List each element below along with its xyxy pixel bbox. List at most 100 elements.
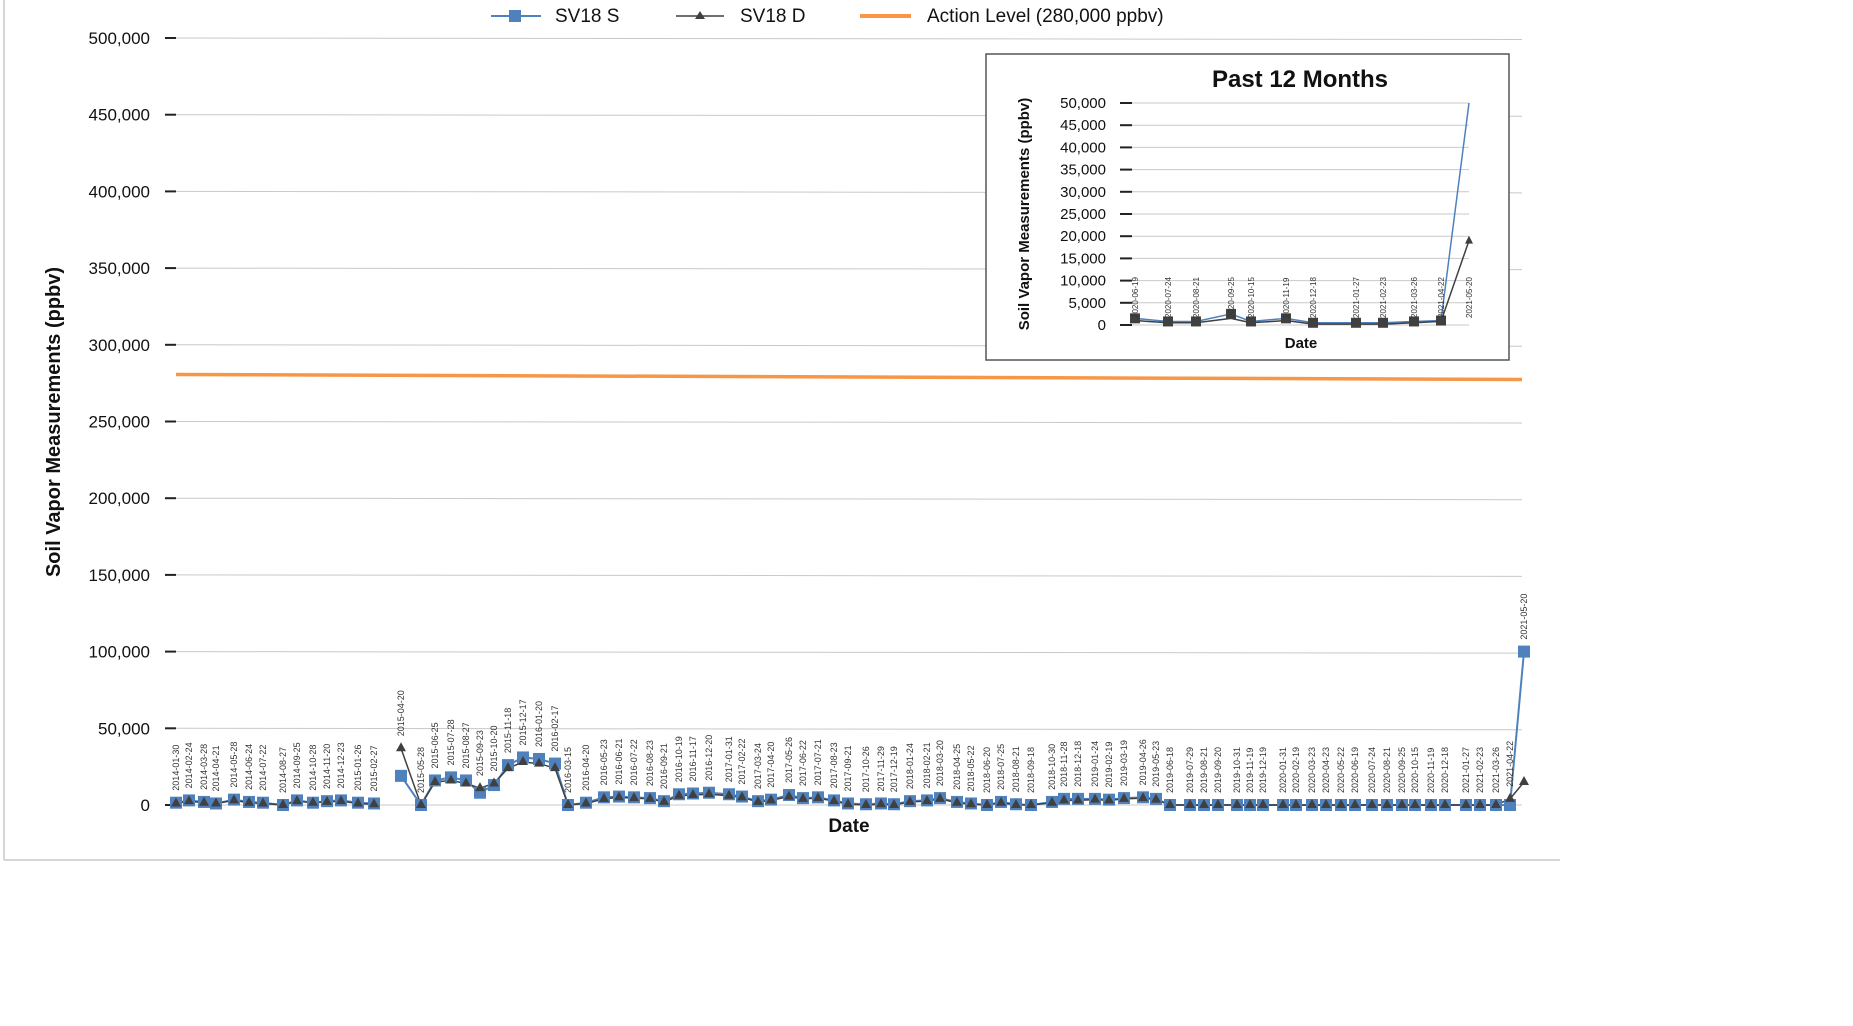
data-point-sv18-d xyxy=(211,797,221,807)
data-point-sv18-d xyxy=(1475,799,1485,808)
x-axis-label: Date xyxy=(828,816,869,837)
x-tick-label: 2019-04-26 xyxy=(1138,739,1148,785)
data-point-sv18-d xyxy=(534,757,544,767)
x-tick-label: 2014-06-24 xyxy=(244,744,254,790)
inset-x-tick-labels: 2020-06-19 2020-07-24 2020-08-21 2020-09-25… xyxy=(1131,277,1474,318)
x-tick-label: 2017-03-24 xyxy=(753,743,763,789)
y-tick-label: 350,000 xyxy=(89,259,150,278)
data-point-sv18-d xyxy=(258,797,268,807)
data-point-sv18-d xyxy=(416,799,426,808)
inset-y-axis-label: Soil Vapor Measurements (ppbv) xyxy=(1016,98,1033,331)
data-point-sv18-d xyxy=(475,782,485,792)
inset-x-tick-label: 2020-11-19 xyxy=(1282,277,1291,318)
x-tick-label: 2016-09-21 xyxy=(659,743,669,789)
x-tick-label: 2020-10-15 xyxy=(1410,747,1420,793)
data-point-sv18-d xyxy=(396,742,406,752)
x-tick-label: 2018-08-21 xyxy=(1011,746,1021,792)
data-point-sv18-d xyxy=(1185,799,1195,808)
data-point-sv18-d xyxy=(199,796,209,806)
y-tick-label: 300,000 xyxy=(89,336,150,355)
main-y-axis: 0 50,000 100,000 150,000 200,000 250,000 300,0… xyxy=(89,29,176,815)
inset-x-tick-label: 2020-07-24 xyxy=(1164,277,1173,318)
x-tick-label: 2016-11-17 xyxy=(688,736,698,781)
legend: SV18 S SV18 D Action Level (280,000 ppbv… xyxy=(491,6,1164,27)
inset-y-tick-label: 0 xyxy=(1098,317,1106,334)
legend-item-action-level: Action Level (280,000 ppbv) xyxy=(860,6,1164,27)
data-point-sv18-d xyxy=(1138,792,1148,802)
data-point-sv18-d xyxy=(813,792,823,802)
gridline-y xyxy=(175,651,1523,654)
data-point-sv18-d xyxy=(1321,799,1331,808)
inset-y-tick-label: 5,000 xyxy=(1068,295,1106,312)
y-tick-label: 250,000 xyxy=(89,413,150,432)
x-tick-label: 2019-01-24 xyxy=(1090,741,1100,787)
x-tick-label: 2017-04-20 xyxy=(766,742,776,788)
x-tick-label: 2014-03-28 xyxy=(199,744,209,790)
inset-y-tick-label: 40,000 xyxy=(1060,139,1106,156)
data-point-sv18-d xyxy=(1090,793,1100,803)
inset-x-tick-label: 2021-03-26 xyxy=(1410,277,1419,318)
x-tick-label: 2017-12-19 xyxy=(889,746,899,792)
x-tick-label: 2015-07-28 xyxy=(446,719,456,765)
x-tick-label: 2016-07-22 xyxy=(629,739,639,785)
data-point-sv18-d xyxy=(843,798,853,808)
x-tick-label: 2014-04-21 xyxy=(211,745,221,791)
data-point-sv18-d xyxy=(1119,792,1129,802)
data-point-sv18-d xyxy=(244,796,254,806)
inset-y-axis: 0 5,000 10,000 15,000 20,000 25,000 30,000 35,0… xyxy=(1060,95,1132,334)
data-point-sv18-d xyxy=(599,792,609,802)
data-point-sv18-d xyxy=(1336,799,1346,808)
data-point-sv18-d xyxy=(1367,799,1377,808)
legend-sv18-s-label: SV18 S xyxy=(555,6,619,27)
data-point-sv18-d xyxy=(292,795,302,805)
data-point-sv18-d xyxy=(766,794,776,804)
gridline-y xyxy=(175,574,1523,577)
x-tick-label: 2018-03-20 xyxy=(935,740,945,786)
x-tick-label: 2016-04-20 xyxy=(581,745,591,791)
gridline-y xyxy=(175,497,1523,501)
x-tick-label: 2019-11-19 xyxy=(1245,748,1255,793)
data-point-sv18-d xyxy=(905,795,915,805)
x-tick-label: 2014-07-22 xyxy=(258,745,268,791)
data-point-sv18-d xyxy=(278,799,288,808)
inset-data-point-sv18-s xyxy=(1130,313,1140,324)
gridline-y xyxy=(175,421,1523,424)
x-tick-label: 2016-01-20 xyxy=(534,701,544,747)
x-tick-label: 2017-07-21 xyxy=(813,739,823,785)
x-tick-label: 2017-02-22 xyxy=(737,739,747,785)
data-point-sv18-d xyxy=(966,798,976,808)
x-tick-label: 2019-02-19 xyxy=(1104,742,1114,788)
inset-data-point-sv18-s xyxy=(1378,317,1388,328)
data-point-sv18-d xyxy=(876,798,886,808)
inset-title: Past 12 Months xyxy=(1212,66,1388,93)
x-tick-label: 2020-04-23 xyxy=(1321,747,1331,793)
x-tick-label: 2017-11-29 xyxy=(876,746,886,791)
data-point-sv18-d xyxy=(322,795,332,805)
inset-data-point-sv18-s xyxy=(1351,317,1361,328)
data-point-sv18-d xyxy=(184,795,194,805)
data-point-sv18-d xyxy=(737,791,747,801)
data-point-sv18-d xyxy=(369,798,379,808)
data-point-sv18-d xyxy=(430,775,440,785)
x-tick-label: 2016-02-17 xyxy=(550,706,560,752)
data-point-sv18-d xyxy=(889,799,899,808)
x-tick-label: 2015-01-26 xyxy=(353,745,363,791)
data-point-sv18-d xyxy=(1165,799,1175,808)
x-tick-label: 2019-03-19 xyxy=(1119,740,1129,786)
x-tick-label: 2020-08-21 xyxy=(1382,747,1392,793)
x-tick-label: 2014-05-28 xyxy=(229,742,239,788)
data-point-sv18-d xyxy=(982,799,992,808)
gridline-y xyxy=(175,727,1523,731)
inset-chart: Past 12 Months 0 5,000 10,000 15,000 20,000 2… xyxy=(985,53,1510,361)
data-point-sv18-d xyxy=(1397,799,1407,808)
inset-x-tick-label: 2020-12-18 xyxy=(1309,277,1318,318)
x-tick-label: 2016-03-15 xyxy=(563,747,573,793)
x-tick-label: 2019-07-29 xyxy=(1185,747,1195,793)
x-tick-label: 2017-01-31 xyxy=(724,736,734,782)
data-point-sv18-d xyxy=(659,795,669,805)
data-point-sv18-d xyxy=(1505,792,1515,802)
x-tick-label: 2017-06-22 xyxy=(798,740,808,786)
inset-data-point-sv18-d xyxy=(1465,235,1473,244)
data-point-sv18-d xyxy=(996,796,1006,806)
data-point-sv18-d xyxy=(1410,799,1420,808)
